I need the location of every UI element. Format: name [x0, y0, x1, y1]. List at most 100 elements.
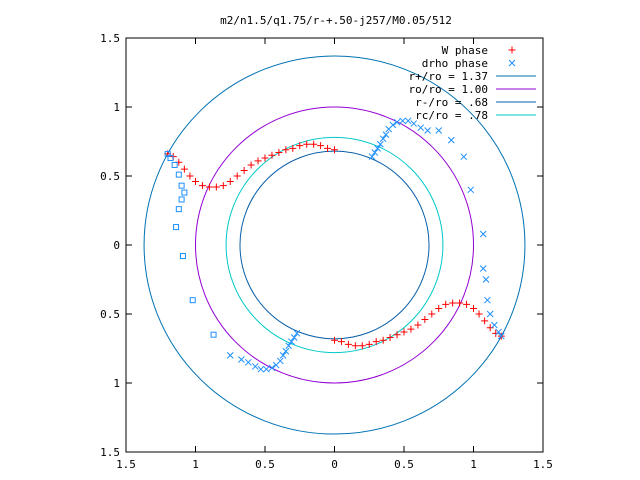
data-point-series-1: [324, 144, 332, 152]
data-point-series-1: [226, 178, 234, 186]
data-point-series-3: [167, 155, 174, 162]
x-tick-label: 1: [192, 458, 199, 471]
y-tick-label: 0.5: [100, 170, 120, 183]
data-point-series-1: [414, 321, 422, 329]
radius-circle-1: [143, 55, 526, 435]
data-point-series-2: [285, 342, 292, 350]
data-point-series-2: [410, 120, 418, 127]
data-point-series-1: [481, 317, 489, 325]
data-point-series-2: [479, 265, 487, 272]
circles-layer: [143, 55, 526, 435]
x-tick-label: 0: [331, 458, 338, 471]
data-point-series-1: [365, 340, 373, 348]
data-point-series-2: [467, 186, 475, 194]
data-point-series-2: [368, 153, 376, 161]
data-point-series-2: [389, 121, 397, 129]
data-point-series-3: [175, 171, 182, 178]
data-point-series-2: [263, 365, 270, 373]
data-point-series-1: [428, 310, 436, 318]
data-point-series-1: [296, 142, 304, 150]
data-point-series-2: [447, 136, 455, 144]
data-point-series-3: [179, 253, 186, 260]
data-point-series-1: [205, 183, 213, 191]
axis-ticks: 1.5 1 0.5 0 0.5 1 1.51.510.500.511.5: [100, 32, 553, 471]
data-point-series-1: [331, 336, 338, 344]
radius-circle-4: [225, 136, 444, 354]
data-point-series-2: [490, 321, 498, 329]
legend-label: ro/ro = 1.00: [409, 83, 488, 96]
data-point-series-2: [377, 140, 384, 148]
data-point-series-1: [351, 342, 359, 350]
data-point-series-2: [238, 356, 245, 363]
data-point-series-1: [186, 172, 194, 180]
data-point-series-1: [275, 149, 283, 157]
data-point-series-2: [417, 124, 425, 132]
data-point-series-1: [219, 182, 227, 190]
data-point-series-1: [386, 333, 394, 341]
data-point-series-1: [268, 151, 276, 159]
data-point-series-3: [178, 182, 185, 189]
data-point-series-1: [303, 140, 311, 148]
data-point-series-2: [293, 329, 301, 337]
data-point-series-1: [475, 310, 483, 318]
data-point-series-1: [337, 338, 345, 346]
data-point-series-2: [226, 352, 234, 359]
y-tick-label: 0: [113, 239, 120, 252]
data-point-series-1: [247, 161, 255, 169]
data-point-series-1: [442, 300, 450, 308]
data-point-series-1: [344, 340, 352, 348]
data-point-series-1: [212, 183, 220, 191]
y-tick-label: 1: [113, 377, 120, 390]
data-point-series-1: [317, 142, 325, 150]
data-point-series-1: [486, 324, 494, 332]
data-point-series-2: [244, 358, 252, 366]
legend-label: rc/ro = .78: [415, 109, 488, 122]
data-point-series-1: [393, 331, 401, 339]
chart-title: m2/n1.5/q1.75/r-+.50-j257/M0.05/512: [220, 14, 452, 27]
data-point-series-1: [400, 328, 408, 336]
y-tick-label: 1.5: [100, 32, 120, 45]
x-tick-label: 1.5: [533, 458, 553, 471]
data-point-series-3: [210, 331, 217, 338]
data-points: [164, 117, 505, 373]
data-point-series-2: [399, 117, 406, 125]
data-point-series-2: [486, 310, 494, 318]
data-point-series-1: [463, 300, 471, 308]
data-point-series-1: [310, 140, 318, 148]
legend-label: r-/ro = .68: [415, 96, 488, 109]
data-point-series-1: [282, 146, 290, 154]
legend-marker-sample: [508, 46, 516, 54]
data-point-series-1: [421, 316, 429, 324]
data-point-series-2: [290, 334, 298, 341]
y-tick-label: 1.5: [100, 446, 120, 459]
data-point-series-1: [470, 304, 477, 312]
data-point-series-2: [374, 145, 381, 152]
data-point-series-2: [379, 135, 387, 143]
data-point-series-1: [449, 299, 457, 307]
data-point-series-1: [254, 157, 262, 165]
data-point-series-1: [289, 144, 297, 152]
data-point-series-3: [189, 297, 196, 304]
data-point-series-2: [279, 352, 287, 359]
y-tick-label: 0.5: [100, 308, 120, 321]
data-point-series-2: [257, 365, 265, 373]
data-point-series-1: [358, 342, 366, 350]
y-tick-label: 1: [113, 101, 120, 114]
data-point-series-3: [173, 224, 180, 231]
x-tick-label: 1: [470, 458, 477, 471]
legend-label: drho phase: [422, 57, 488, 70]
data-point-series-2: [482, 276, 490, 283]
legend-marker-sample: [508, 59, 516, 67]
data-point-series-3: [175, 206, 182, 213]
x-tick-label: 0.5: [255, 458, 275, 471]
data-point-series-1: [261, 154, 269, 162]
data-point-series-1: [180, 165, 188, 173]
data-point-series-2: [479, 230, 487, 238]
data-point-series-3: [181, 189, 188, 196]
data-point-series-2: [268, 364, 276, 372]
data-point-series-2: [251, 363, 259, 370]
data-point-series-1: [435, 304, 443, 312]
data-point-series-3: [178, 196, 185, 203]
data-point-series-2: [424, 127, 431, 134]
